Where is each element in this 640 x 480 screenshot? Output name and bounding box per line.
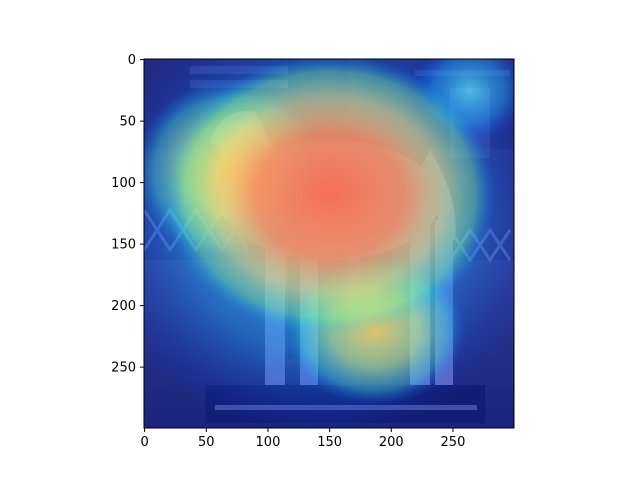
x-tick-label: 0 xyxy=(140,435,148,450)
x-tick-label: 100 xyxy=(256,435,281,450)
y-tick-label: 150 xyxy=(111,238,136,253)
x-tick-label: 250 xyxy=(441,435,466,450)
y-tick-label: 200 xyxy=(111,299,136,314)
plot-area xyxy=(144,59,514,428)
y-axis: 0 50 100 150 200 250 xyxy=(111,53,144,376)
y-tick-label: 50 xyxy=(119,115,136,130)
x-tick-label: 50 xyxy=(198,435,215,450)
x-tick-label: 200 xyxy=(379,435,404,450)
y-tick-label: 100 xyxy=(111,176,136,191)
y-tick-label: 0 xyxy=(128,53,136,68)
x-tick-label: 150 xyxy=(317,435,342,450)
heatmap-hot-core xyxy=(165,59,495,335)
x-axis: 0 50 100 150 200 250 xyxy=(140,428,465,450)
y-tick-label: 250 xyxy=(111,361,136,376)
plot-frame xyxy=(143,58,515,429)
